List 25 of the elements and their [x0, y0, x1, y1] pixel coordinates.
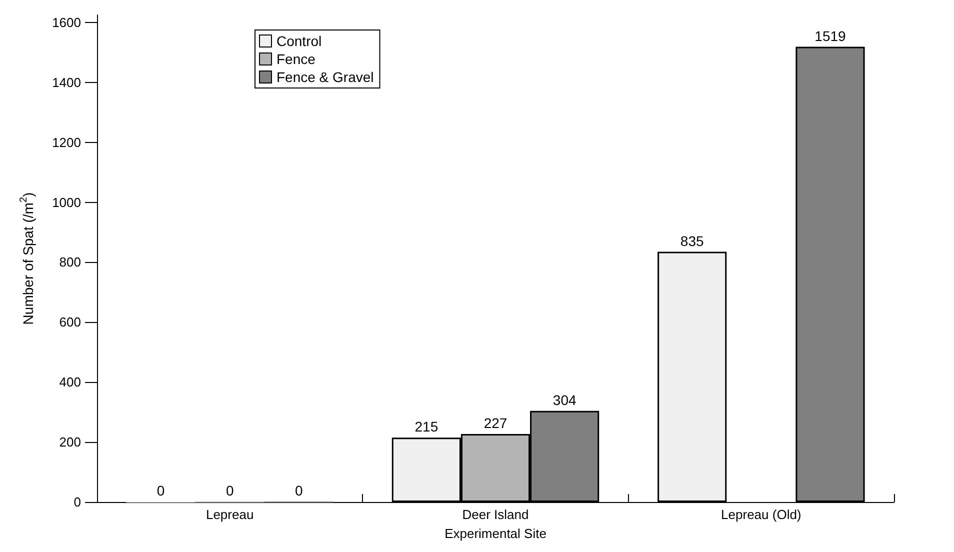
legend-label: Fence — [276, 51, 316, 67]
legend-label: Fence & Gravel — [276, 69, 374, 85]
data-label: 1519 — [814, 28, 846, 44]
data-label: 0 — [226, 482, 234, 498]
y-tick-label: 600 — [59, 314, 81, 330]
y-tick-label: 1000 — [52, 194, 81, 210]
y-tick-label: 1200 — [52, 134, 81, 150]
data-label: 0 — [156, 482, 165, 498]
x-tick-label: Lepreau — [206, 507, 254, 522]
y-tick-label: 200 — [59, 434, 81, 450]
y-tick-label: 0 — [74, 494, 81, 510]
data-label: 835 — [680, 232, 704, 249]
data-label: 0 — [295, 482, 304, 498]
x-axis-title: Experimental Site — [444, 526, 546, 541]
y-axis-title: Number of Spat (/m2) — [18, 192, 36, 325]
y-tick-label: 1400 — [52, 74, 81, 90]
data-label: 304 — [552, 392, 576, 408]
y-tick-label: 400 — [59, 374, 81, 390]
data-label: 215 — [414, 418, 438, 435]
y-tick-label: 800 — [59, 254, 81, 270]
x-tick-label: Lepreau (Old) — [721, 507, 802, 522]
x-tick-label: Deer Island — [462, 507, 529, 522]
y-tick-label: 1600 — [52, 14, 81, 30]
legend-label: Control — [276, 33, 322, 49]
data-label: 227 — [484, 414, 508, 431]
